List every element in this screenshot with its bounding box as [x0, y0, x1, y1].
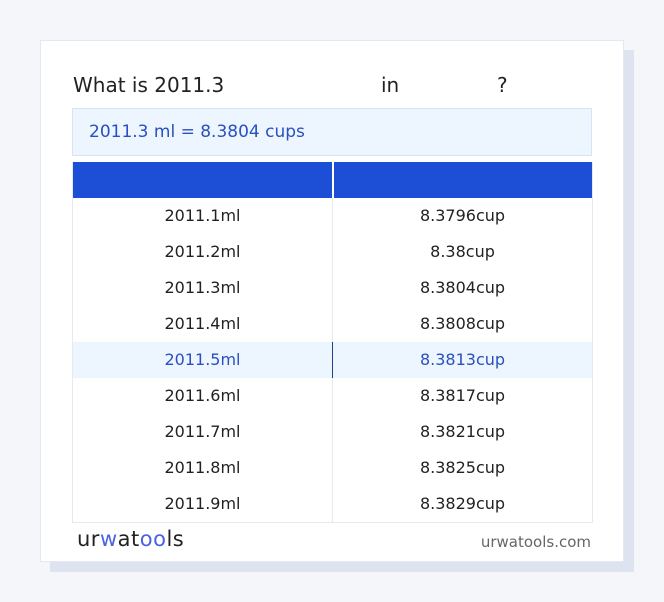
- cup-cell: 8.3796cup: [419, 206, 506, 225]
- header-ml: [73, 162, 334, 198]
- header-cup: [334, 162, 593, 198]
- ml-cell: 2011.2ml: [73, 234, 333, 270]
- ml-cell: 2011.1ml: [73, 198, 333, 234]
- table-row: 2011.1ml 8.3796cup: [73, 198, 592, 234]
- cup-cell: 8.3817cup: [419, 386, 506, 405]
- ml-cell: 2011.9ml: [73, 486, 333, 522]
- cup-cell: 8.38cup: [430, 242, 495, 261]
- table-row: 2011.4ml 8.3808cup: [73, 306, 592, 342]
- title-prefix: What is 2011.3: [73, 73, 225, 97]
- site-link[interactable]: urwatools.com: [480, 533, 591, 551]
- ml-cell: 2011.5ml: [73, 342, 333, 378]
- converter-card: What is 2011.3 in ? 2011.3 ml = 8.3804 c…: [40, 40, 624, 562]
- cup-cell: 8.3813cup: [419, 350, 506, 369]
- cup-cell: 8.3808cup: [419, 314, 506, 333]
- ml-cell: 2011.8ml: [73, 450, 333, 486]
- table-row: 2011.6ml 8.3817cup: [73, 378, 592, 414]
- cup-cell: 8.3804cup: [419, 278, 506, 297]
- cup-cell: 8.3829cup: [419, 494, 506, 513]
- page-title: What is 2011.3 in ?: [73, 73, 593, 103]
- table-row: 2011.2ml 8.38cup: [73, 234, 592, 270]
- table-row: 2011.5ml 8.3813cup: [73, 342, 592, 378]
- result-box: 2011.3 ml = 8.3804 cups: [72, 108, 592, 156]
- cup-cell: 8.3825cup: [419, 458, 506, 477]
- table-row: 2011.7ml 8.3821cup: [73, 414, 592, 450]
- cup-cell: 8.3821cup: [419, 422, 506, 441]
- conversion-table: 2011.1ml 8.3796cup 2011.2ml 8.38cup 2011.3ml…: [72, 162, 593, 523]
- ml-cell: 2011.3ml: [73, 270, 333, 306]
- table-row: 2011.8ml 8.3825cup: [73, 450, 592, 486]
- ml-cell: 2011.7ml: [73, 414, 333, 450]
- ml-cell: 2011.6ml: [73, 378, 333, 414]
- title-middle: in: [381, 73, 400, 97]
- table-row: 2011.9ml 8.3829cup: [73, 486, 592, 522]
- title-suffix: ?: [497, 73, 508, 97]
- table-row: 2011.3ml 8.3804cup: [73, 270, 592, 306]
- urwatools-logo[interactable]: urwatools: [77, 527, 185, 551]
- table-header: [73, 162, 592, 198]
- ml-cell: 2011.4ml: [73, 306, 333, 342]
